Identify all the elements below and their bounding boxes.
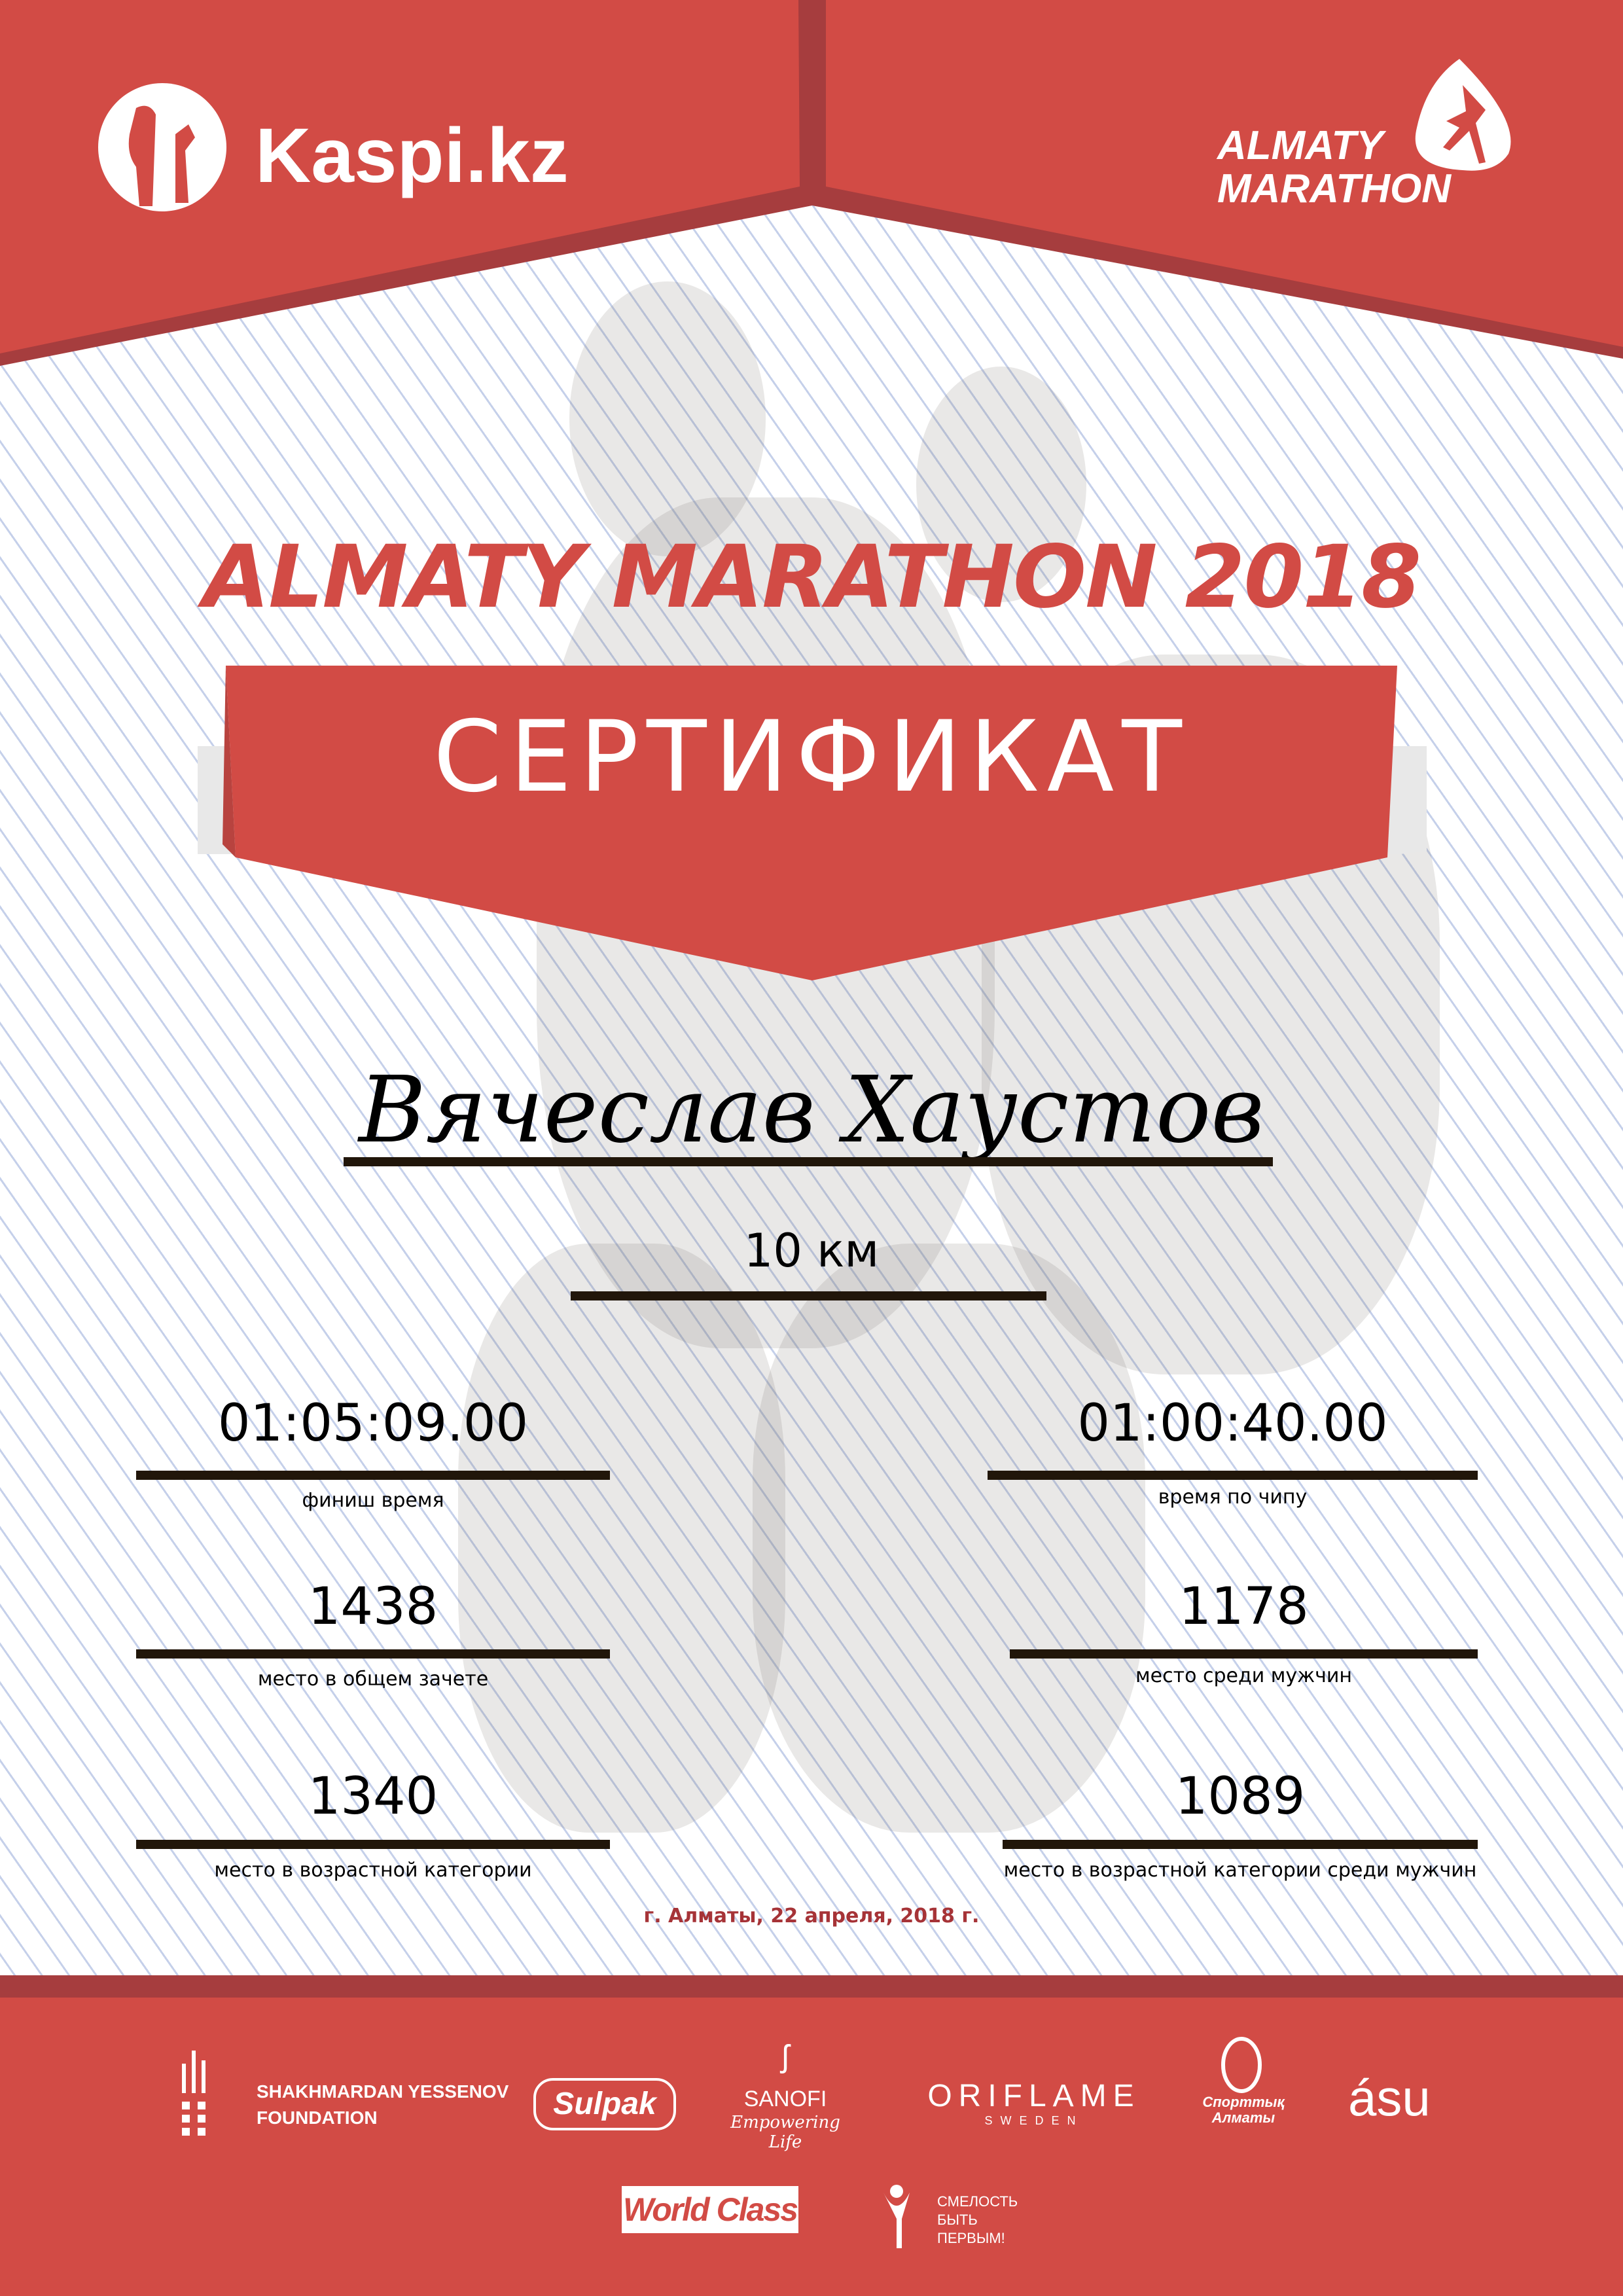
result-label: место в возрастной категории среди мужчи… xyxy=(1003,1859,1477,1882)
result-underline xyxy=(136,1471,610,1480)
kaspi-icon xyxy=(98,83,226,211)
result-value: 01:05:09.00 xyxy=(217,1394,529,1453)
certificate-ribbon xyxy=(198,666,1427,980)
distance: 10 км xyxy=(743,1224,880,1278)
result-label: место в возрастной категории xyxy=(214,1859,532,1882)
fund-line1: СМЕЛОСТЬ xyxy=(937,2193,1018,2210)
sponsor-world-class: World Class xyxy=(622,2186,798,2233)
result-label: финиш время xyxy=(302,1489,444,1512)
result-value: 01:00:40.00 xyxy=(1077,1394,1388,1453)
result-value: 1340 xyxy=(308,1767,438,1826)
result-value: 1089 xyxy=(1175,1767,1306,1826)
event-date: г. Алматы, 22 апреля, 2018 г. xyxy=(643,1905,980,1928)
runner-logo-icon xyxy=(1415,59,1511,171)
result-label: место среди мужчин xyxy=(1135,1664,1352,1687)
certificate-heading: СЕРТИФИКАТ xyxy=(433,700,1190,814)
sport-almaty-line2: Алматы xyxy=(1211,2109,1275,2126)
result-underline xyxy=(136,1649,610,1659)
header-banner xyxy=(0,0,1623,366)
kaspi-wordmark: Kaspi.kz xyxy=(255,113,569,199)
sport-almaty-emblem-icon xyxy=(1221,2037,1262,2093)
result-label: место в общем зачете xyxy=(257,1668,489,1691)
sport-almaty-line1: Спорттық xyxy=(1202,2094,1285,2110)
footer-stripe xyxy=(0,1975,1623,1998)
sponsors-footer xyxy=(0,1998,1623,2296)
result-value: 1178 xyxy=(1179,1577,1309,1636)
yessenov-line2: FOUNDATION xyxy=(257,2108,378,2128)
fund-figure-icon xyxy=(883,2185,910,2248)
sanofi-tagline: Empowering Life xyxy=(730,2113,840,2152)
yessenov-icon xyxy=(182,2051,205,2136)
oriflame-wordmark: ORIFLAME xyxy=(927,2079,1141,2113)
result-underline xyxy=(988,1471,1478,1480)
fund-line3: ПЕРВЫМ! xyxy=(937,2230,1005,2246)
result-underline xyxy=(1010,1649,1478,1659)
participant-name: Вячеслав Хаустов xyxy=(359,1057,1264,1164)
yessenov-line1: SHAKHMARDAN YESSENOV xyxy=(257,2081,509,2102)
sponsor-asu: ásu xyxy=(1348,2069,1431,2126)
distance-underline xyxy=(571,1291,1046,1300)
sponsor-sulpak: Sulpak xyxy=(533,2078,676,2130)
name-underline xyxy=(344,1157,1273,1166)
logo-line-marathon: MARATHON xyxy=(1217,166,1452,211)
result-label: время по чипу xyxy=(1158,1486,1308,1509)
oriflame-sub: SWEDEN xyxy=(984,2114,1084,2127)
event-title: ALMATY MARATHON 2018 xyxy=(203,527,1421,628)
result-underline xyxy=(1003,1840,1478,1849)
sanofi-bird-icon: ʃ xyxy=(781,2039,789,2074)
result-value: 1438 xyxy=(308,1577,438,1636)
fund-line2: БЫТЬ xyxy=(937,2212,978,2228)
result-underline xyxy=(136,1840,610,1849)
logo-line-almaty: ALMATY xyxy=(1217,123,1383,168)
sanofi-wordmark: SANOFI xyxy=(743,2087,827,2111)
